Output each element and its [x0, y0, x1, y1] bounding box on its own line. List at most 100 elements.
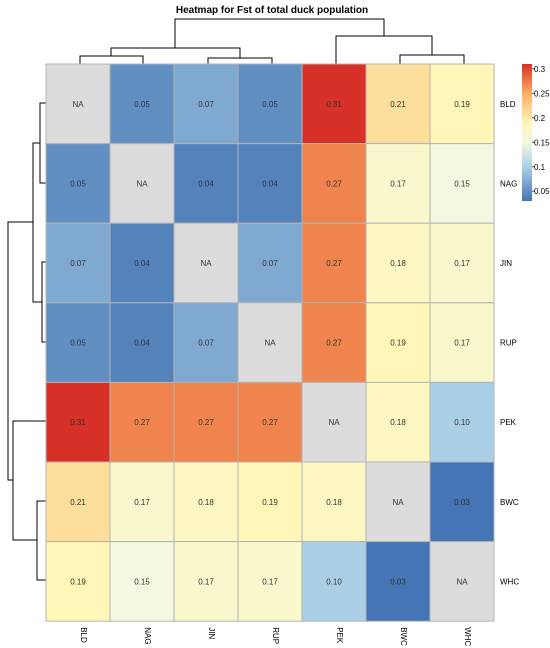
- heatmap-cell: [429, 461, 495, 543]
- cell-value-label: 0.27: [326, 339, 342, 348]
- row-label: PEK: [500, 418, 517, 427]
- legend-tick-label: 0.2: [534, 114, 546, 123]
- cell-value-label: 0.27: [326, 259, 342, 268]
- heatmap-cell: [301, 222, 367, 304]
- column-label: NAG: [143, 627, 152, 644]
- heatmap-cell: [173, 143, 239, 224]
- heatmap-cell: [109, 222, 175, 304]
- cell-value-label: 0.03: [454, 498, 470, 507]
- column-label: WHC: [463, 627, 472, 646]
- row-label: WHC: [500, 577, 519, 586]
- cell-value-label: 0.05: [70, 179, 86, 188]
- cell-value-label: 0.17: [454, 259, 470, 268]
- cell-value-label: 0.19: [390, 339, 406, 348]
- legend-tick-label: 0.3: [534, 65, 546, 74]
- column-label: BLD: [79, 627, 88, 643]
- cell-value-label: 0.17: [454, 339, 470, 348]
- cell-value-label: 0.19: [70, 577, 86, 586]
- heatmap-cell: [173, 541, 239, 622]
- heatmap-cell: [429, 222, 495, 304]
- heatmap-cell: [365, 222, 431, 304]
- cell-value-label: 0.04: [262, 179, 278, 188]
- cell-value-label: 0.27: [134, 418, 150, 427]
- column-dendrogram: [79, 18, 465, 64]
- cell-value-label: 0.18: [390, 259, 406, 268]
- color-legend: 0.3 0.25 0.2 0.15 0.1 0.05: [522, 64, 550, 201]
- heatmap-cell: [45, 63, 111, 145]
- heatmap-cell: [237, 63, 303, 145]
- cell-value-label: NA: [264, 339, 276, 348]
- cell-value-label: NA: [328, 418, 340, 427]
- heatmap-cell: [365, 302, 431, 383]
- cell-value-label: 0.17: [390, 179, 406, 188]
- heatmap-cell: [173, 222, 239, 304]
- heatmap-cell: [109, 461, 175, 543]
- cell-value-label: 0.18: [198, 498, 214, 507]
- heatmap-cell: [301, 461, 367, 543]
- heatmap-cells: NA 0.05 0.07 0.05 0.31 0.21 0.19 0.05 NA 0.04 0.04…: [45, 63, 495, 622]
- column-label: RUP: [271, 627, 280, 644]
- heatmap-cell: [365, 541, 431, 622]
- heatmap-cell: [237, 541, 303, 622]
- cell-value-label: 0.10: [326, 577, 342, 586]
- cell-value-label: 0.15: [134, 577, 150, 586]
- heatmap-cell: [45, 381, 111, 463]
- row-labels: BLD NAG JIN RUP PEK BWC WHC: [500, 100, 519, 587]
- cell-value-label: 0.04: [134, 339, 150, 348]
- row-label: BWC: [500, 498, 519, 507]
- cell-value-label: 0.31: [326, 100, 342, 109]
- chart-title: Heatmap for Fst of total duck population: [176, 5, 368, 16]
- heatmap-cell: [173, 381, 239, 463]
- heatmap-cell: [109, 63, 175, 145]
- cell-value-label: 0.31: [70, 418, 86, 427]
- legend-tick-label: 0.25: [534, 89, 550, 98]
- cell-value-label: 0.21: [70, 498, 86, 507]
- heatmap-cell: [237, 302, 303, 383]
- heatmap-cell: [365, 63, 431, 145]
- legend-ticks: 0.3 0.25 0.2 0.15 0.1 0.05: [532, 65, 550, 196]
- cell-value-label: 0.18: [390, 418, 406, 427]
- cell-value-label: 0.07: [198, 100, 214, 109]
- heatmap-cell: [429, 381, 495, 463]
- cell-value-label: 0.19: [262, 498, 278, 507]
- heatmap-cell: [45, 302, 111, 383]
- row-dendrogram: [7, 102, 46, 581]
- cell-value-label: NA: [72, 100, 84, 109]
- cell-value-label: NA: [456, 577, 468, 586]
- column-label: JIN: [207, 627, 216, 639]
- heatmap-cell: [429, 541, 495, 622]
- cell-value-label: 0.03: [390, 577, 406, 586]
- heatmap-cell: [301, 541, 367, 622]
- cell-value-label: 0.27: [198, 418, 214, 427]
- column-label: PEK: [335, 627, 344, 644]
- heatmap-cell: [237, 461, 303, 543]
- row-label: RUP: [500, 339, 517, 348]
- heatmap-cell: [429, 143, 495, 224]
- cell-value-label: 0.27: [262, 418, 278, 427]
- cell-value-label: NA: [392, 498, 404, 507]
- cell-value-label: 0.10: [454, 418, 470, 427]
- heatmap-cell: [173, 461, 239, 543]
- legend-tick-label: 0.05: [534, 187, 550, 196]
- column-labels: BLD NAG JIN RUP PEK BWC WHC: [79, 627, 472, 646]
- cell-value-label: NA: [136, 179, 148, 188]
- row-label: JIN: [500, 259, 512, 268]
- heatmap-cell: [429, 302, 495, 383]
- legend-tick-label: 0.1: [534, 163, 546, 172]
- cell-value-label: 0.07: [262, 259, 278, 268]
- cell-value-label: 0.17: [198, 577, 214, 586]
- cell-value-label: 0.04: [134, 259, 150, 268]
- cell-value-label: 0.18: [326, 498, 342, 507]
- cell-value-label: 0.07: [198, 339, 214, 348]
- cell-value-label: 0.21: [390, 100, 406, 109]
- cell-value-label: 0.05: [262, 100, 278, 109]
- cell-value-label: 0.17: [262, 577, 278, 586]
- cell-value-label: 0.15: [454, 179, 470, 188]
- cell-value-label: 0.07: [70, 259, 86, 268]
- cell-value-label: 0.05: [70, 339, 86, 348]
- heatmap-cell: [45, 461, 111, 543]
- row-label: BLD: [500, 100, 516, 109]
- cell-value-label: 0.19: [454, 100, 470, 109]
- cell-value-label: 0.04: [198, 179, 214, 188]
